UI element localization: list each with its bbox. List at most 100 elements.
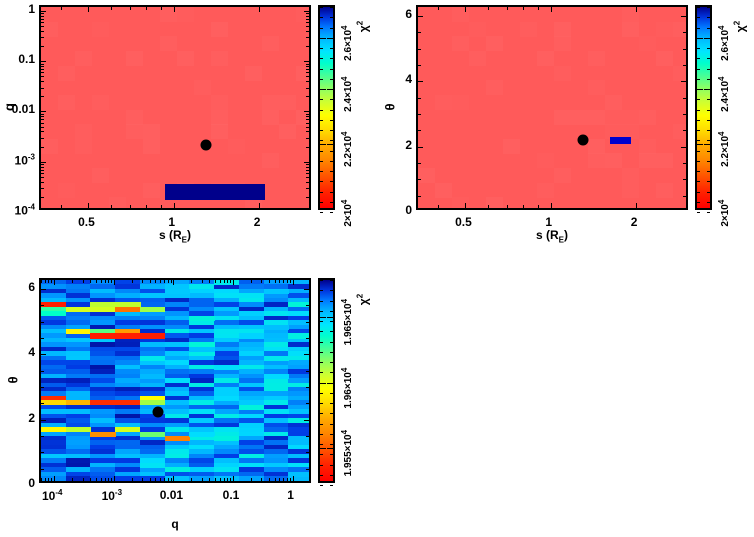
heatmap-cell bbox=[41, 449, 67, 455]
x-minor-tick bbox=[90, 280, 92, 283]
colorbar-minor-tick bbox=[330, 444, 333, 445]
heatmap-cell bbox=[288, 369, 309, 375]
y-minor-tick bbox=[306, 63, 309, 65]
colorbar-minor-tick bbox=[330, 68, 333, 70]
colorbar-minor-tick bbox=[697, 181, 700, 183]
heatmap-cell bbox=[189, 378, 215, 384]
y-tick-label: 4 bbox=[28, 345, 35, 360]
x-minor-tick bbox=[636, 205, 638, 208]
colorbar-tick-label: 2.6×104 bbox=[339, 25, 355, 61]
colorbar-minor-tick bbox=[330, 119, 333, 121]
x-minor-tick bbox=[279, 280, 281, 283]
high-chi2-streak bbox=[41, 306, 67, 312]
x-minor-tick bbox=[308, 7, 309, 10]
x-minor-tick bbox=[223, 478, 225, 481]
heatmap-cell bbox=[139, 440, 166, 446]
plot-area-s-theta[interactable] bbox=[416, 5, 688, 210]
heatmap-cell bbox=[228, 138, 245, 154]
x-minor-tick bbox=[173, 478, 175, 481]
x-minor-tick bbox=[110, 7, 112, 10]
y-axis-title: θ bbox=[5, 376, 21, 384]
heatmap-cell bbox=[75, 138, 92, 154]
colorbar-tick bbox=[704, 144, 710, 146]
heatmap-cell bbox=[90, 346, 116, 352]
heatmap-cell bbox=[58, 182, 75, 198]
heatmap-cell bbox=[41, 284, 67, 290]
colorbar-minor-tick bbox=[697, 160, 700, 162]
x-minor-tick bbox=[104, 478, 106, 481]
colorbar-minor-tick bbox=[707, 17, 710, 19]
colorbar-minor-tick bbox=[330, 413, 333, 415]
plot-area-s-q[interactable] bbox=[39, 5, 311, 210]
heatmap-cell bbox=[164, 391, 190, 397]
heatmap-cell bbox=[238, 409, 265, 415]
plot-area-q-theta[interactable] bbox=[39, 278, 311, 483]
heatmap-cell bbox=[214, 329, 240, 335]
heatmap-cell bbox=[238, 391, 265, 397]
colorbar-minor-tick bbox=[697, 58, 700, 60]
heatmap-cell bbox=[65, 280, 92, 286]
y-minor-tick bbox=[306, 15, 309, 17]
heatmap-cell bbox=[214, 284, 240, 290]
heatmap-cell bbox=[263, 431, 289, 437]
heatmap-cell bbox=[164, 413, 190, 419]
y-minor-tick bbox=[41, 18, 44, 20]
heatmap-cell bbox=[90, 337, 116, 343]
x-axis-title: s (RE) bbox=[158, 228, 192, 245]
heatmap-cell bbox=[115, 360, 141, 366]
x-minor-tick bbox=[283, 478, 285, 481]
colorbar-tick bbox=[327, 448, 333, 450]
heatmap-cell bbox=[189, 391, 215, 397]
x-minor-tick bbox=[465, 205, 467, 208]
heatmap-cell bbox=[164, 369, 190, 375]
heatmap-cell bbox=[263, 391, 289, 397]
heatmap-cell bbox=[189, 440, 215, 446]
colorbar-minor-tick bbox=[707, 201, 710, 203]
heatmap-cell bbox=[65, 284, 92, 290]
x-minor-tick bbox=[219, 478, 221, 481]
heatmap-cell bbox=[41, 297, 67, 303]
heatmap-cell bbox=[263, 458, 289, 464]
heatmap-cell bbox=[486, 80, 503, 96]
colorbar-minor-tick bbox=[320, 78, 323, 80]
high-chi2-streak bbox=[41, 395, 67, 401]
y-minor-tick bbox=[41, 354, 44, 356]
heatmap-cell bbox=[164, 342, 190, 348]
heatmap-cell bbox=[656, 153, 673, 169]
y-minor-tick bbox=[306, 61, 309, 63]
heatmap-cell bbox=[288, 315, 309, 321]
heatmap-cell bbox=[41, 413, 67, 419]
heatmap-cell bbox=[139, 369, 166, 375]
y-minor-tick bbox=[683, 130, 686, 132]
heatmap-cell bbox=[115, 453, 141, 459]
colorbar-minor-tick bbox=[697, 140, 700, 142]
heatmap-cell bbox=[605, 153, 622, 169]
heatmap-cell bbox=[164, 315, 190, 321]
y-minor-tick bbox=[306, 131, 309, 133]
x-minor-tick bbox=[82, 280, 84, 283]
heatmap-cell bbox=[41, 288, 67, 294]
heatmap-cell bbox=[65, 418, 92, 424]
heatmap-cell bbox=[238, 431, 265, 437]
heatmap-cell bbox=[90, 458, 116, 464]
heatmap-cell bbox=[238, 284, 265, 290]
x-minor-tick bbox=[111, 478, 113, 481]
heatmap-cell bbox=[115, 476, 141, 481]
heatmap-cell bbox=[189, 346, 215, 352]
heatmap-cell bbox=[139, 311, 166, 317]
heatmap-cell bbox=[214, 364, 240, 370]
heatmap-cell bbox=[263, 333, 289, 339]
y-tick-label: 0 bbox=[28, 476, 35, 490]
heatmap-cell bbox=[554, 168, 571, 184]
heatmap-cell bbox=[177, 7, 194, 22]
colorbar-minor-tick bbox=[320, 454, 323, 456]
x-minor-tick bbox=[104, 280, 106, 283]
heatmap-cell bbox=[588, 50, 605, 66]
heatmap-cell bbox=[288, 320, 309, 326]
heatmap-cell bbox=[189, 386, 215, 392]
heatmap-cell bbox=[588, 153, 605, 169]
y-minor-tick bbox=[41, 37, 44, 39]
y-minor-tick bbox=[41, 13, 44, 15]
heatmap-cell bbox=[263, 315, 289, 321]
x-tick-label: 0.5 bbox=[455, 215, 472, 229]
